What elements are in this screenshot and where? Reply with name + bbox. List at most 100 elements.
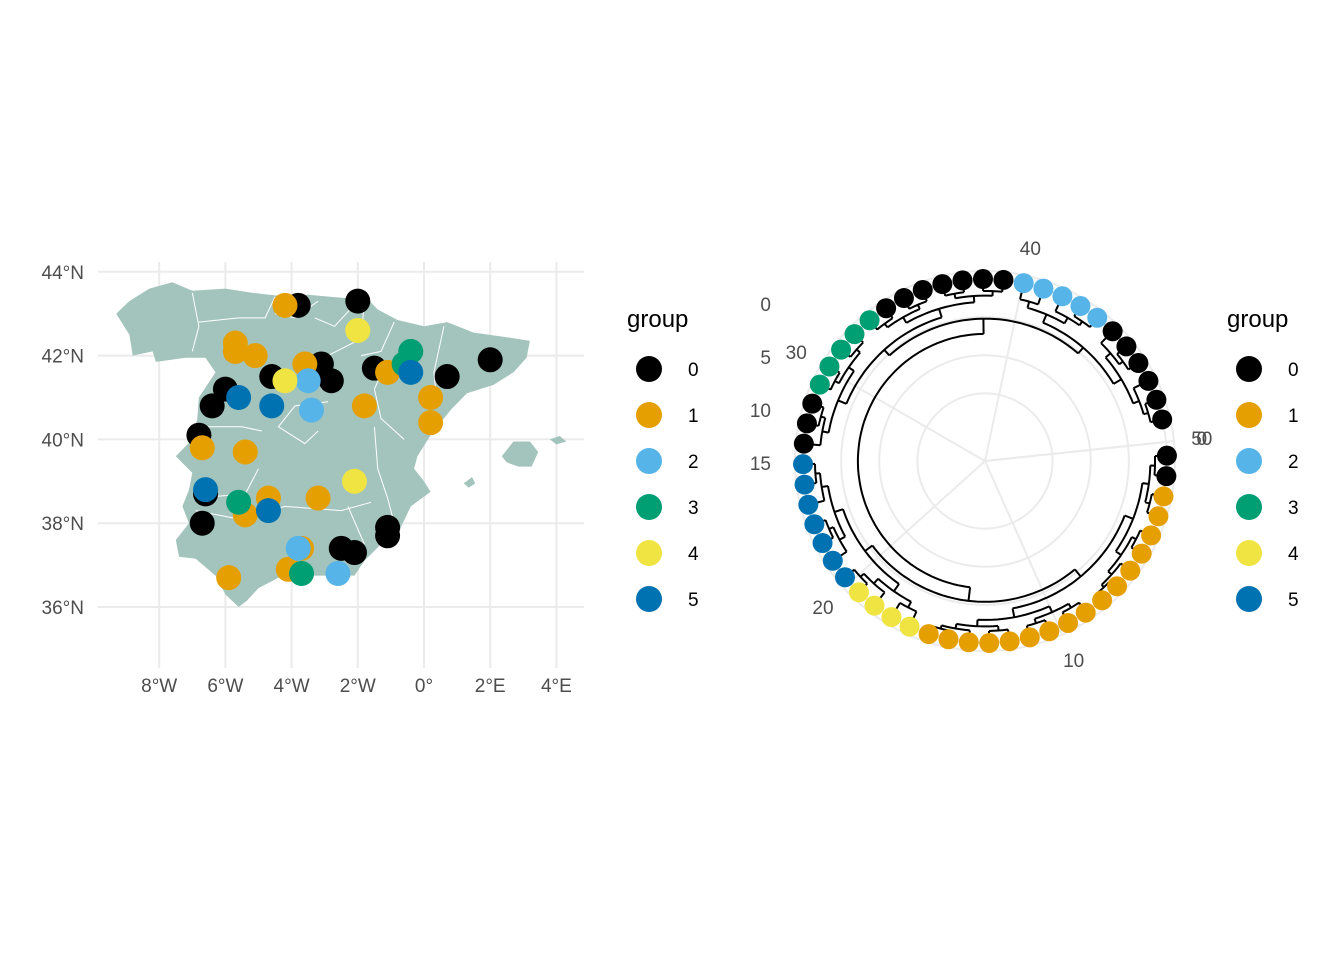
leaf-point-group-0 [876,298,897,319]
leaf-point-group-2 [1052,286,1073,307]
leaf-point-group-2 [1087,307,1108,328]
map-panel: 8°W 6°W 4°W 2°W 0° 2°E 4°E 36°N 38°N 40°N 42°N 44°… [42,262,584,697]
leaf-point-group-0 [932,274,953,295]
legend-key-group-4 [636,540,662,566]
leaf-point-group-0 [1138,370,1159,391]
leaf-point-group-0 [802,393,823,414]
polar-grid-spoke [984,460,1064,635]
leaf-point-group-1 [1107,576,1128,597]
polar-angle-tick-label: 50 [1191,429,1212,450]
map-point-group-1 [189,435,215,461]
legend-label: 5 [1288,590,1299,611]
legend-label: 0 [688,360,699,381]
leaf-point-group-1 [1120,560,1141,581]
map-point-group-0 [345,288,371,314]
legend-key-group-4 [1236,540,1262,566]
menorca-shape [549,436,567,445]
leaf-point-group-2 [1070,296,1091,317]
leaf-point-group-0 [1156,445,1177,466]
polar-radial-tick-label: 15 [750,454,771,475]
map-point-group-2 [285,535,311,561]
map-x-tick-label: 4°E [541,676,572,697]
map-point-group-1 [232,439,258,465]
map-point-group-5 [193,477,219,503]
legend-label: 2 [688,452,699,473]
legend-key-group-0 [636,356,662,382]
map-point-group-1 [305,485,331,511]
map-x-tick-label: 6°W [207,676,243,697]
leaf-point-group-0 [993,269,1014,290]
region-border [198,296,276,323]
legend-label: 2 [1288,452,1299,473]
map-point-group-1 [272,292,298,318]
map-y-tick-label: 40°N [42,430,84,451]
legend-label: 4 [688,544,699,565]
polar-angle-tick-label: 30 [786,343,807,364]
map-point-group-4 [345,317,371,343]
leaf-point-group-4 [864,595,885,616]
map-point-group-1 [216,565,242,591]
legend-label: 4 [1288,544,1299,565]
legend-label: 1 [688,406,699,427]
map-point-group-1 [222,338,248,364]
map-point-group-5 [259,393,285,419]
legend-title: group [1227,306,1288,333]
polar-angle-tick-label: 0 [1197,429,1208,450]
leaf-point-group-1 [1058,612,1079,633]
map-y-tick-label: 44°N [42,263,84,284]
legend-label: 5 [688,590,699,611]
polar-angle-tick-label: 40 [1020,239,1041,260]
region-border [360,321,395,357]
leaf-point-group-4 [899,616,920,637]
legend-key-group-3 [636,494,662,520]
map-legend: group 0 1 2 3 4 5 [627,306,699,612]
map-y-tick-labels: 36°N 38°N 40°N 42°N 44°N [42,263,84,619]
legend-key-group-0 [1236,356,1262,382]
map-point-group-2 [325,560,351,586]
leaf-point-group-0 [893,288,914,309]
leaf-point-group-1 [1039,621,1060,642]
leaf-point-group-1 [979,632,1000,653]
legend-key-group-1 [636,402,662,428]
leaf-point-group-3 [819,356,840,377]
map-x-tick-label: 8°W [141,676,177,697]
leaf-point-group-3 [831,339,852,360]
map-point-group-5 [226,385,252,410]
legend-key-group-2 [636,448,662,474]
map-point-group-0 [318,368,344,394]
legend-key-group-1 [1236,402,1262,428]
polar-points [793,269,1177,653]
leaf-point-group-0 [1146,389,1167,410]
leaf-point-group-1 [1131,543,1152,564]
polar-grid-ring [916,392,1054,530]
leaf-point-group-1 [918,624,939,645]
map-point-group-0 [189,510,215,536]
leaf-point-group-0 [912,279,933,300]
map-point-group-0 [477,347,503,373]
legend-label: 3 [1288,498,1299,519]
legend-label: 0 [1288,360,1299,381]
polar-radial-tick-label: 10 [750,401,771,422]
map-points [186,288,503,591]
leaf-point-group-0 [1128,353,1149,374]
leaf-point-group-0 [793,433,814,454]
leaf-point-group-1 [1153,486,1174,507]
leaf-point-group-5 [834,567,855,588]
legend-key-group-2 [1236,448,1262,474]
map-point-group-5 [255,498,281,524]
map-y-tick-label: 42°N [42,347,84,368]
leaf-point-group-5 [794,474,815,495]
polar-grid-spoke [843,460,986,589]
leaf-point-group-4 [848,582,869,603]
polar-angle-tick-label: 20 [812,598,833,619]
map-point-group-1 [242,343,268,369]
leaf-point-group-3 [859,310,880,331]
leaf-point-group-4 [881,607,902,628]
polar-legend: group 0 1 2 3 4 5 [1227,306,1299,612]
mainland-shape [116,282,530,607]
leaf-point-group-0 [796,413,817,434]
leaf-point-group-2 [1013,273,1034,294]
leaf-point-group-5 [804,514,825,535]
leaf-point-group-0 [972,269,993,290]
polar-grid-spoke [984,440,1175,462]
